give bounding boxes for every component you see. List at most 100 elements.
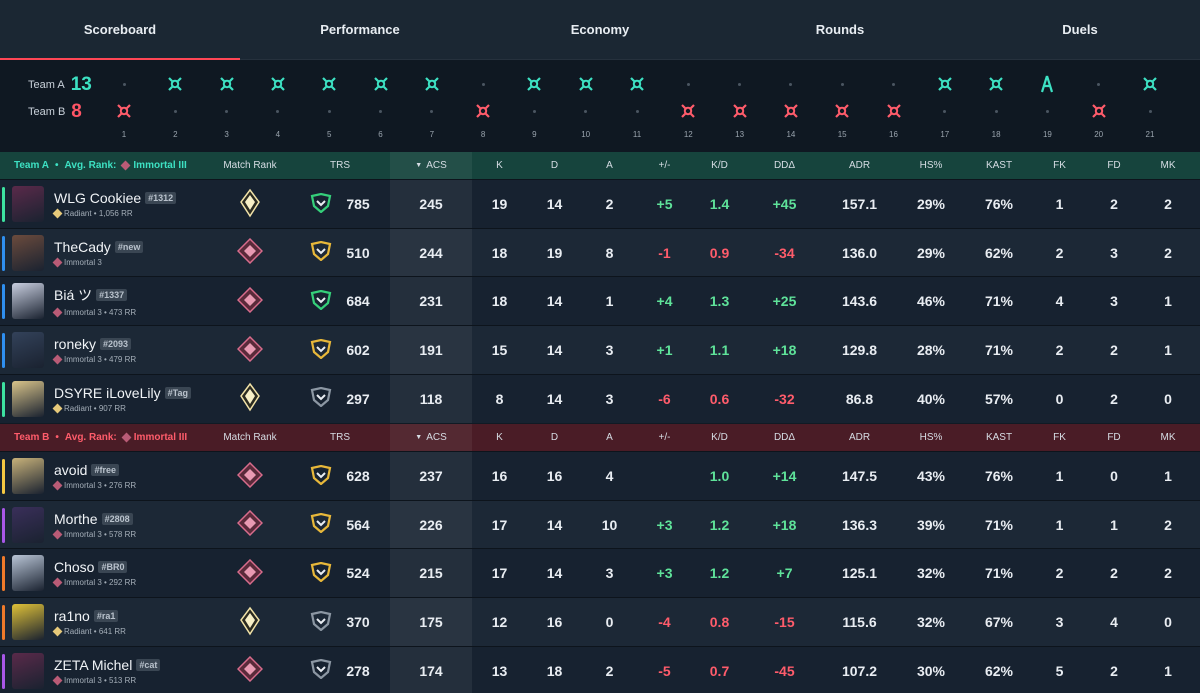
column-header-fk[interactable]: FK [1053, 432, 1066, 443]
column-header-match-rank[interactable]: Match Rank [223, 160, 277, 171]
round-number: 1 [121, 130, 127, 139]
rank-mini-icon [52, 529, 63, 540]
player-cell[interactable]: roneky #2093 Immortal 3 • 479 RR [0, 332, 210, 369]
player-row[interactable]: Morthe #2808 Immortal 3 • 578 RR 564 226 17 14… [0, 499, 1200, 549]
player-cell[interactable]: DSYRE iLoveLily #Tag Radiant • 907 RR [0, 380, 210, 417]
column-header-trs[interactable]: TRS [330, 160, 350, 171]
column-header-kd[interactable]: K/D [711, 160, 728, 171]
player-name[interactable]: ZETA Michel [54, 656, 133, 673]
player-cell[interactable]: avoid #free Immortal 3 • 276 RR [0, 458, 210, 494]
player-row[interactable]: avoid #free Immortal 3 • 276 RR 628 237 16 16 4… [0, 451, 1200, 500]
elimination-icon [269, 75, 287, 93]
tab-performance[interactable]: Performance [320, 22, 400, 37]
column-header-acs[interactable]: ▼ ACS [390, 152, 472, 179]
player-info: Biá ツ #1337 Immortal 3 • 473 RR [52, 285, 137, 318]
player-rank: Radiant • 641 RR [52, 626, 126, 637]
elimination-icon [936, 75, 954, 93]
match-rank-cell [210, 382, 290, 415]
rank-mini-icon [52, 480, 63, 491]
player-name[interactable]: roneky [54, 336, 97, 353]
tab-economy[interactable]: Economy [570, 22, 630, 37]
column-header-d[interactable]: D [550, 160, 559, 171]
player-rank-text: Radiant • 907 RR [64, 403, 126, 413]
column-header-fd[interactable]: FD [1107, 160, 1121, 171]
player-row[interactable]: roneky #2093 Immortal 3 • 479 RR 602 191 15 14… [0, 325, 1200, 375]
column-header-match-rank[interactable]: Match Rank [223, 432, 277, 443]
player-name[interactable]: DSYRE iLoveLily [54, 384, 161, 401]
player-row[interactable]: ZETA Michel #cat Immortal 3 • 513 RR 278 174… [0, 645, 1200, 693]
player-info: avoid #free Immortal 3 • 276 RR [52, 462, 136, 491]
column-header-a[interactable]: A [606, 432, 613, 443]
kast-value: 76% [984, 196, 1014, 212]
round-empty-dot [1097, 82, 1101, 86]
player-cell[interactable]: TheCady #new Immortal 3 [0, 234, 210, 271]
player-row[interactable]: TheCady #new Immortal 3 510 244 18 19 8 -1 0.9 -34… [0, 227, 1200, 277]
a-value: 0 [605, 614, 614, 631]
column-header-a[interactable]: A [606, 160, 613, 171]
column-header-pm[interactable]: +/- [658, 432, 671, 443]
player-cell[interactable]: Morthe #2808 Immortal 3 • 578 RR [0, 506, 210, 543]
player-name[interactable]: Choso [54, 559, 95, 576]
column-header-acs[interactable]: ▼ ACS [390, 424, 472, 451]
column-header-kast[interactable]: KAST [985, 160, 1013, 171]
player-name[interactable]: TheCady [54, 238, 111, 255]
avg-rank-icon [120, 160, 131, 171]
team-a-score: 13 [70, 74, 92, 95]
column-header-dd[interactable]: DDΔ [773, 432, 796, 443]
column-header-adr[interactable]: ADR [848, 432, 871, 443]
tab-rounds[interactable]: Rounds [815, 22, 865, 37]
column-header-d[interactable]: D [550, 432, 559, 443]
team-color-bar [2, 605, 5, 641]
round-number: 6 [378, 130, 383, 139]
player-cell[interactable]: WLG Cookiee #1312 Radiant • 1,056 RR [0, 186, 210, 222]
player-row[interactable]: Biá ツ #1337 Immortal 3 • 473 RR 684 231 18 14 1… [0, 276, 1200, 326]
column-header-hs[interactable]: HS% [919, 160, 943, 171]
fd-value: 0 [1110, 468, 1118, 484]
hs-value: 39% [916, 516, 946, 533]
column-header-trs[interactable]: TRS [330, 432, 350, 443]
column-header-k[interactable]: K [496, 432, 503, 443]
player-name[interactable]: avoid [54, 462, 88, 478]
column-header-k[interactable]: K [496, 160, 503, 171]
player-name[interactable]: WLG Cookiee [54, 190, 142, 206]
player-row[interactable]: DSYRE iLoveLily #Tag Radiant • 907 RR 297 11… [0, 373, 1200, 423]
player-cell[interactable]: Biá ツ #1337 Immortal 3 • 473 RR [0, 283, 210, 320]
player-cell[interactable]: Choso #BR0 Immortal 3 • 292 RR [0, 555, 210, 592]
column-header-fk[interactable]: FK [1053, 160, 1066, 171]
column-header-fd[interactable]: FD [1107, 432, 1121, 443]
radiant-rank-icon [239, 606, 261, 639]
column-header-dd[interactable]: DDΔ [773, 160, 796, 171]
plus-minus-value: +4 [656, 293, 673, 310]
tab-duels[interactable]: Duels [1062, 22, 1098, 37]
column-header-kd[interactable]: K/D [711, 432, 728, 443]
column-header-hs[interactable]: HS% [919, 432, 943, 443]
tab-scoreboard[interactable]: Scoreboard [0, 0, 240, 60]
column-header-kast[interactable]: KAST [985, 432, 1013, 443]
player-cell[interactable]: ra1no #ra1 Radiant • 641 RR [0, 604, 210, 641]
rank-mini-icon [52, 626, 63, 637]
k-value: 17 [491, 565, 508, 582]
player-tag: #1312 [145, 192, 177, 204]
fk-value: 3 [1055, 614, 1064, 631]
column-header-mk[interactable]: MK [1160, 160, 1176, 171]
player-row[interactable]: Choso #BR0 Immortal 3 • 292 RR 524 215 17 14 3 +… [0, 548, 1200, 598]
player-row[interactable]: WLG Cookiee #1312 Radiant • 1,056 RR 785 245… [0, 179, 1200, 228]
hs-value: 40% [916, 390, 946, 407]
match-rank-cell [210, 558, 290, 588]
player-name[interactable]: Biá ツ [54, 287, 93, 304]
player-row[interactable]: ra1no #ra1 Radiant • 641 RR 370 175 12 16 0 -4 0.… [0, 597, 1200, 647]
acs-value: 226 [390, 500, 472, 549]
team-name: Team B [14, 432, 50, 443]
kast-value: 62% [984, 244, 1014, 261]
player-name[interactable]: Morthe [54, 510, 98, 527]
column-header-adr[interactable]: ADR [848, 160, 871, 171]
column-header-pm[interactable]: +/- [658, 160, 671, 171]
player-rank-text: Immortal 3 • 473 RR [64, 308, 137, 318]
player-name[interactable]: ra1no [54, 608, 90, 625]
column-header-mk[interactable]: MK [1160, 432, 1176, 443]
player-info: DSYRE iLoveLily #Tag Radiant • 907 RR [52, 384, 191, 414]
team-a-header: Team A • Avg. Rank: Immortal III Match Ran… [0, 152, 1200, 179]
adr-value: 129.8 [841, 342, 878, 359]
player-cell[interactable]: ZETA Michel #cat Immortal 3 • 513 RR [0, 652, 210, 689]
rank-mini-icon [52, 675, 63, 686]
